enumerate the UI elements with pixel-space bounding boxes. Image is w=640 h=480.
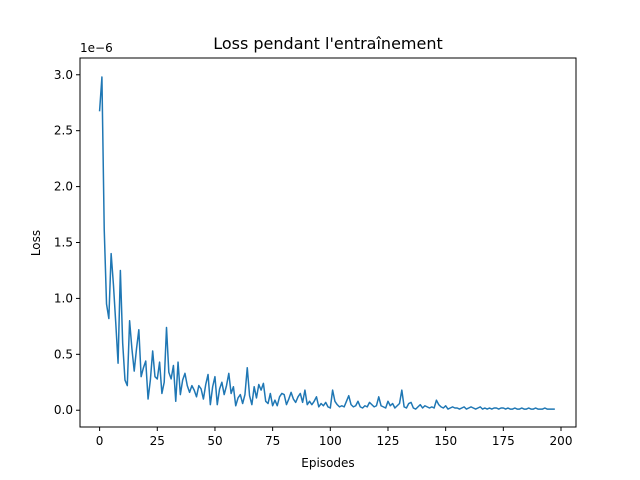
y-tick-label: 1.5 xyxy=(54,236,73,250)
x-tick-label: 200 xyxy=(550,434,573,448)
x-tick-label: 100 xyxy=(319,434,342,448)
y-tick-label: 1.0 xyxy=(54,291,73,305)
series-line xyxy=(98,76,555,410)
y-axis-label: Loss xyxy=(29,230,43,256)
y-tick-label: 0.5 xyxy=(54,347,73,361)
y-tick-label: 0.0 xyxy=(54,403,73,417)
x-tick-label: 150 xyxy=(434,434,457,448)
y-tick-label: 2.0 xyxy=(54,180,73,194)
plot-frame xyxy=(79,57,577,428)
y-tick-label: 2.5 xyxy=(54,124,73,138)
y-axis-offset-label: 1e−6 xyxy=(80,41,113,55)
plot-area: 0 25 50 75 100 125 150 175 200 0.0 0.5 1.0 1.5 2.0 2.5… xyxy=(54,68,573,448)
chart-title: Loss pendant l'entraînement xyxy=(213,34,443,53)
y-tick-label: 3.0 xyxy=(54,68,73,82)
x-tick-label: 175 xyxy=(492,434,515,448)
x-axis-label: Episodes xyxy=(301,456,354,470)
x-tick-label: 25 xyxy=(150,434,165,448)
x-tick-label: 75 xyxy=(265,434,280,448)
x-tick-label: 50 xyxy=(207,434,222,448)
x-tick-label: 125 xyxy=(377,434,400,448)
x-tick-label: 0 xyxy=(96,434,104,448)
